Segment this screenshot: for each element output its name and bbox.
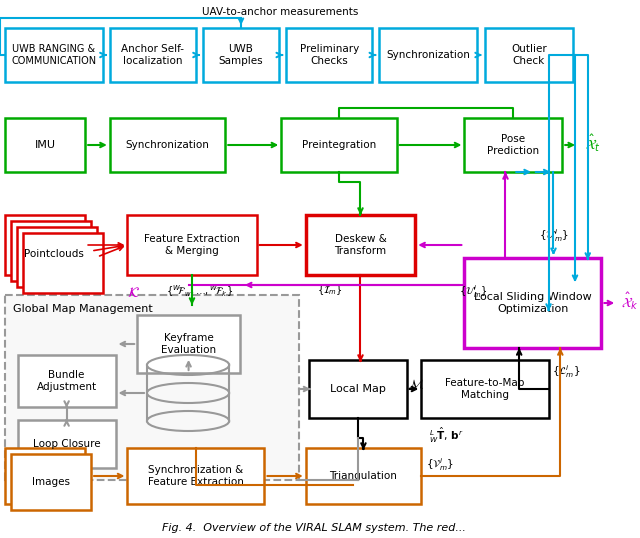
Bar xyxy=(485,28,573,82)
Text: $\hat{\mathcal{X}}_k$: $\hat{\mathcal{X}}_k$ xyxy=(621,290,639,312)
Text: $\{{}^W\!\mathcal{F}_w,\ldots,{}^W\!\mathcal{F}_k\}$: $\{{}^W\!\mathcal{F}_w,\ldots,{}^W\!\mat… xyxy=(166,283,234,299)
Bar xyxy=(127,215,257,275)
Text: Outlier
Check: Outlier Check xyxy=(511,44,547,66)
Text: Triangulation: Triangulation xyxy=(330,471,397,481)
Bar xyxy=(5,118,85,172)
Text: Images: Images xyxy=(32,477,70,487)
Text: $\mathcal{M}$: $\mathcal{M}$ xyxy=(408,377,424,391)
Text: $\{\mathcal{L}_m^i\}$: $\{\mathcal{L}_m^i\}$ xyxy=(552,364,581,380)
Bar xyxy=(379,28,477,82)
Text: $\{\mathcal{U}_m^i\}$: $\{\mathcal{U}_m^i\}$ xyxy=(538,228,568,244)
Text: Pose
Prediction: Pose Prediction xyxy=(487,134,540,156)
Text: Feature-to-Map
Matching: Feature-to-Map Matching xyxy=(445,378,525,400)
Text: Anchor Self-
localization: Anchor Self- localization xyxy=(122,44,184,66)
Bar xyxy=(465,258,602,348)
Text: $\{\mathcal{I}_m\}$: $\{\mathcal{I}_m\}$ xyxy=(317,283,342,297)
Text: Preliminary
Checks: Preliminary Checks xyxy=(300,44,359,66)
Bar xyxy=(421,360,548,418)
Text: Global Map Management: Global Map Management xyxy=(13,304,152,314)
Text: Deskew &
Transform: Deskew & Transform xyxy=(335,234,387,256)
Text: Synchronization &
Feature Extraction: Synchronization & Feature Extraction xyxy=(148,465,244,487)
Text: Preintegration: Preintegration xyxy=(302,140,376,150)
Bar xyxy=(127,448,264,504)
Bar xyxy=(109,118,225,172)
Bar xyxy=(306,215,415,275)
Bar xyxy=(286,28,372,82)
Text: IMU: IMU xyxy=(35,140,56,150)
Text: $\hat{\mathcal{X}}_t$: $\hat{\mathcal{X}}_t$ xyxy=(585,132,601,154)
Text: $\mathcal{K}$: $\mathcal{K}$ xyxy=(127,286,140,300)
Bar xyxy=(281,118,397,172)
Text: $\{\mathcal{V}_m^i\}$: $\{\mathcal{V}_m^i\}$ xyxy=(426,456,454,473)
Bar xyxy=(18,355,116,407)
Text: Local Sliding Window
Optimization: Local Sliding Window Optimization xyxy=(474,292,592,314)
Text: UWB
Samples: UWB Samples xyxy=(219,44,263,66)
Text: Loop Closure: Loop Closure xyxy=(33,439,100,449)
Text: Local Map: Local Map xyxy=(330,384,385,394)
Text: UAV-to-anchor measurements: UAV-to-anchor measurements xyxy=(202,7,358,17)
Bar xyxy=(5,215,85,275)
Text: Synchronization: Synchronization xyxy=(125,140,209,150)
Bar xyxy=(18,420,116,468)
Text: Fig. 4.  Overview of the VIRAL SLAM system. The red...: Fig. 4. Overview of the VIRAL SLAM syste… xyxy=(161,523,465,533)
Bar xyxy=(11,221,91,281)
Text: Pointclouds: Pointclouds xyxy=(24,249,84,259)
Bar xyxy=(308,360,406,418)
Bar xyxy=(5,28,103,82)
Text: Bundle
Adjustment: Bundle Adjustment xyxy=(36,370,97,392)
Bar xyxy=(5,448,85,504)
Bar xyxy=(5,295,299,480)
Bar xyxy=(203,28,279,82)
Text: Feature Extraction
& Merging: Feature Extraction & Merging xyxy=(144,234,240,256)
Bar xyxy=(17,227,97,287)
Bar xyxy=(11,454,91,510)
Text: UWB RANGING &
COMMUNICATION: UWB RANGING & COMMUNICATION xyxy=(12,44,97,66)
Bar xyxy=(22,233,103,293)
Text: ${}^L_W\hat{\mathbf{T}},\,\mathbf{b}^r$: ${}^L_W\hat{\mathbf{T}},\,\mathbf{b}^r$ xyxy=(429,426,463,445)
Bar xyxy=(109,28,196,82)
Bar xyxy=(306,448,421,504)
Text: $\{\mathcal{U}_m^i\}$: $\{\mathcal{U}_m^i\}$ xyxy=(460,283,488,300)
Text: Synchronization: Synchronization xyxy=(386,50,470,60)
Bar xyxy=(137,315,240,373)
Text: Keyframe
Evaluation: Keyframe Evaluation xyxy=(161,333,216,355)
Bar xyxy=(465,118,563,172)
